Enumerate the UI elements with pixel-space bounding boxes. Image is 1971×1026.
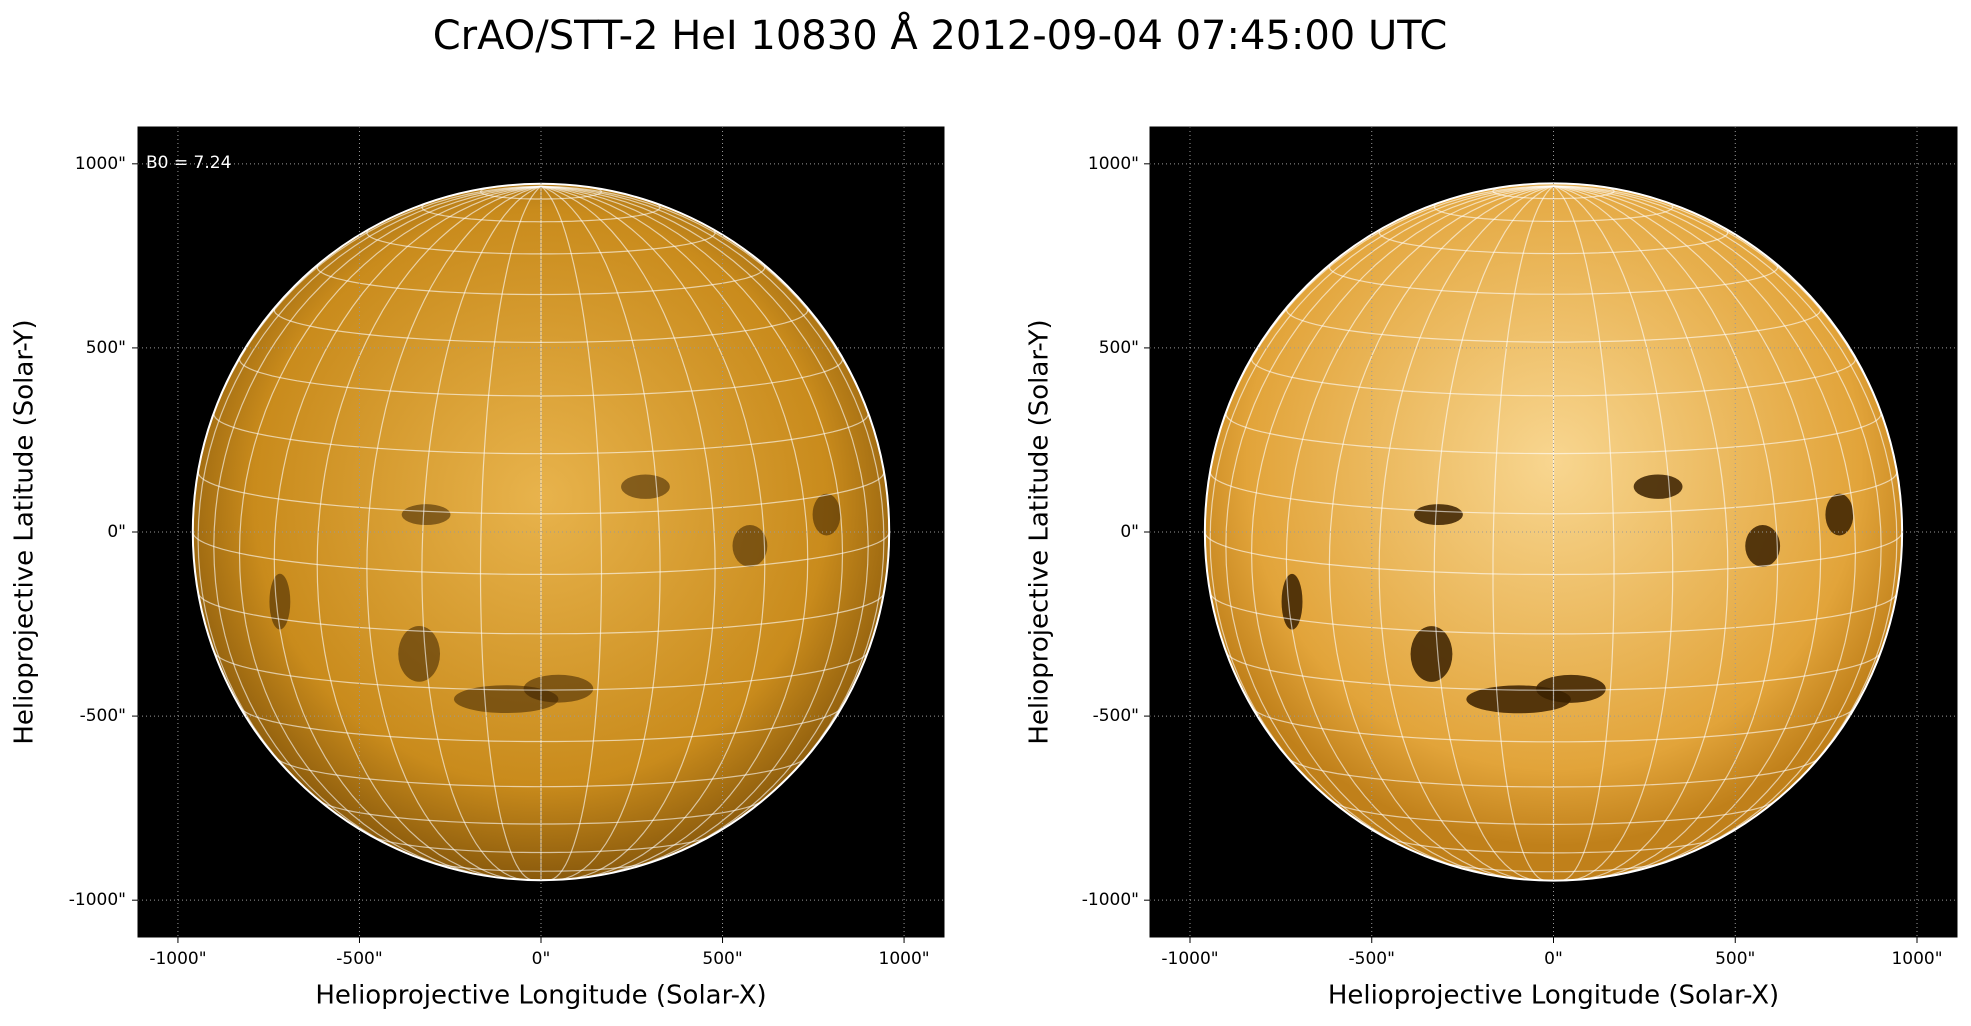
heliographic-grid bbox=[1225, 185, 1554, 861]
dark-feature bbox=[1536, 674, 1606, 703]
y-tick-label: -1000" bbox=[1082, 890, 1139, 910]
heliographic-grid bbox=[540, 185, 885, 817]
heliographic-grid bbox=[1378, 185, 1554, 881]
heliographic-grid bbox=[540, 185, 809, 877]
x-tick-label: -1000" bbox=[149, 949, 206, 969]
x-axis-label: Helioprojective Longitude (Solar-X) bbox=[315, 981, 766, 1011]
y-tick-label: -1000" bbox=[69, 890, 126, 910]
heliographic-grid bbox=[1553, 185, 1729, 881]
x-tick-label: 0" bbox=[532, 949, 551, 969]
heliographic-grid bbox=[540, 185, 844, 872]
heliographic-grid bbox=[273, 185, 542, 877]
y-tick-label: -500" bbox=[1093, 706, 1139, 726]
y-tick-label: -500" bbox=[80, 706, 126, 726]
axes-frame bbox=[1149, 126, 1958, 938]
heliographic-grid bbox=[1553, 185, 1898, 817]
heliographic-grid bbox=[1328, 185, 1554, 878]
dark-feature bbox=[1825, 493, 1854, 536]
y-tick-label: 0" bbox=[107, 522, 126, 542]
heliographic-grid bbox=[1250, 185, 1554, 873]
x-tick-label: -500" bbox=[1349, 949, 1395, 969]
dark-feature bbox=[1745, 525, 1781, 567]
dark-feature bbox=[621, 474, 670, 499]
dark-feature bbox=[1410, 626, 1453, 682]
heliographic-grid bbox=[1553, 185, 1674, 881]
y-tick-label: 0" bbox=[1120, 522, 1139, 542]
dark-feature bbox=[269, 573, 291, 630]
y-tick-label: 500" bbox=[1099, 338, 1139, 358]
heliographic-grid bbox=[540, 185, 766, 878]
heliographic-grid bbox=[479, 185, 542, 881]
x-tick-label: -500" bbox=[336, 949, 382, 969]
x-tick-label: 500" bbox=[1715, 949, 1755, 969]
heliographic-grid bbox=[421, 185, 542, 881]
y-tick-label: 500" bbox=[86, 338, 126, 358]
dark-feature bbox=[732, 525, 768, 567]
dark-feature bbox=[812, 493, 841, 536]
y-tick-label: 1000" bbox=[75, 154, 126, 174]
axes-frame bbox=[137, 126, 945, 938]
dark-feature bbox=[523, 674, 594, 703]
heliographic-grid bbox=[540, 185, 869, 861]
x-tick-label: 1000" bbox=[879, 949, 930, 969]
heliographic-grid bbox=[1209, 185, 1554, 817]
heliographic-grid bbox=[316, 185, 542, 878]
dark-feature bbox=[401, 504, 451, 526]
x-axis-label: Helioprojective Longitude (Solar-X) bbox=[1328, 981, 1779, 1011]
heliographic-grid bbox=[366, 185, 542, 880]
dark-feature bbox=[1281, 573, 1303, 630]
heliographic-grid bbox=[1492, 185, 1554, 881]
x-tick-label: -1000" bbox=[1161, 949, 1218, 969]
heliographic-grid bbox=[1285, 185, 1554, 877]
heliographic-grid bbox=[1553, 185, 1615, 881]
heliographic-grid bbox=[197, 185, 542, 817]
dark-feature bbox=[1414, 504, 1463, 526]
annotation: B0 = 7.24 bbox=[146, 153, 231, 173]
x-tick-label: 500" bbox=[702, 949, 742, 969]
heliographic-grid bbox=[540, 185, 716, 880]
x-tick-label: 0" bbox=[1544, 949, 1563, 969]
heliographic-grid bbox=[238, 185, 542, 872]
heliographic-grid bbox=[540, 185, 661, 881]
y-tick-label: 1000" bbox=[1088, 154, 1139, 174]
heliographic-grid bbox=[213, 185, 542, 861]
dark-feature bbox=[1633, 474, 1683, 499]
figure-title: CrAO/STT-2 HeI 10830 Å 2012-09-04 07:45:… bbox=[433, 11, 1448, 59]
dark-feature bbox=[398, 626, 441, 682]
x-tick-label: 1000" bbox=[1891, 949, 1942, 969]
y-axis-label: Helioprojective Latitude (Solar-Y) bbox=[10, 319, 40, 744]
heliographic-grid bbox=[1553, 185, 1857, 873]
y-axis-label: Helioprojective Latitude (Solar-Y) bbox=[1025, 319, 1055, 744]
heliographic-grid bbox=[1553, 185, 1882, 861]
heliographic-grid bbox=[1553, 185, 1822, 877]
heliographic-grid bbox=[1553, 185, 1779, 878]
heliographic-grid bbox=[1433, 185, 1554, 881]
heliographic-grid bbox=[540, 185, 603, 881]
